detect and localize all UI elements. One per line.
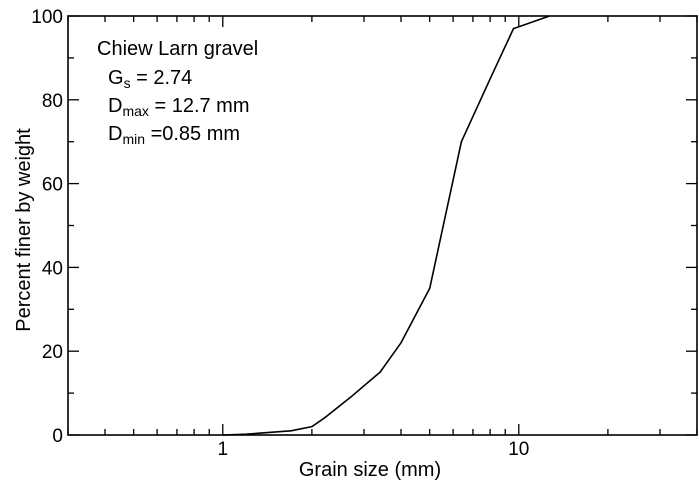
y-axis-title: Percent finer by weight	[13, 128, 35, 332]
annotation-gs-sub: s	[124, 75, 131, 91]
plot-frame	[67, 15, 698, 436]
annotation-gs: Gs = 2.74	[108, 67, 192, 91]
y-tick-label: 60	[42, 175, 63, 196]
annotation-dmin-sub: min	[122, 131, 145, 147]
x-tick-label: 10	[508, 439, 529, 460]
grading-curve-point	[460, 140, 463, 143]
annotation-dmin-value: =0.85 mm	[145, 123, 240, 145]
x-axis-title: Grain size (mm)	[299, 459, 441, 481]
annotation-dmax-sub: max	[122, 103, 148, 119]
annotation-dmin-symbol: D	[108, 123, 122, 145]
annotation-dmax: Dmax = 12.7 mm	[108, 95, 250, 119]
grading-curve-point	[290, 430, 292, 432]
grading-curve-point	[323, 417, 325, 420]
annotation-block: Chiew Larn gravel Gs = 2.74 Dmax = 12.7 …	[97, 38, 258, 147]
annotation-dmax-value: = 12.7 mm	[149, 95, 250, 117]
series-layer	[221, 15, 551, 436]
x-tick-label: 1	[217, 439, 228, 460]
annotation-dmax-symbol: D	[108, 95, 122, 117]
y-tick-label: 40	[42, 258, 63, 279]
grading-curve-point	[400, 342, 402, 344]
grading-curve-point	[379, 371, 381, 373]
annotation-gs-value: = 2.74	[131, 67, 193, 89]
y-tick-label: 0	[52, 426, 63, 447]
y-tick-label: 20	[42, 342, 63, 363]
grading-curve-point	[349, 396, 352, 399]
y-tick-label: 100	[31, 7, 63, 28]
grading-curve-point	[428, 287, 431, 290]
grading-curve-point	[489, 78, 491, 80]
annotation-dmin: Dmin =0.85 mm	[108, 123, 240, 147]
tick-labels-layer: 0 20 40 60 80 100 1 10	[31, 7, 529, 460]
grading-curve-point	[512, 27, 515, 30]
grading-curve-point	[311, 425, 313, 428]
annotation-material: Chiew Larn gravel	[97, 38, 258, 60]
annotation-gs-symbol: G	[108, 67, 124, 89]
y-tick-label: 80	[42, 91, 63, 112]
grading-curve	[222, 15, 550, 436]
